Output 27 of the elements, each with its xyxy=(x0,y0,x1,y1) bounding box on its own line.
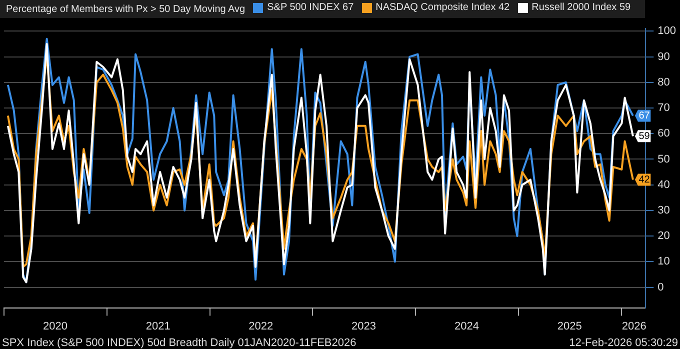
legend-label: Russell 2000 Index 59 xyxy=(532,2,631,14)
x-tick-label: 2021 xyxy=(146,320,170,332)
x-tick-label: 2024 xyxy=(454,320,480,332)
chart-title: Percentage of Members with Px > 50 Day Moving Avg xyxy=(6,4,246,14)
y-tick-label: 80 xyxy=(658,76,670,88)
x-tick-label: 2025 xyxy=(557,320,582,332)
y-tick-label: 70 xyxy=(658,102,670,114)
legend-label: S&P 500 INDEX 67 xyxy=(267,2,354,14)
y-tick-label: 100 xyxy=(658,25,676,38)
annotation: 67 xyxy=(638,110,650,122)
y-tick-label: 0 xyxy=(658,281,664,294)
text: SPX Index (S&P 500 INDEX) 50d Breadth Daily 01JAN2020-11FEB2026 xyxy=(2,337,356,349)
x-tick-label: 2022 xyxy=(248,320,274,332)
legend-label: NASDAQ Composite Index 42 xyxy=(376,2,510,14)
text: 12-Feb-2026 05:30:29 xyxy=(569,337,678,349)
y-tick-label: 60 xyxy=(658,128,670,140)
y-tick-label: 30 xyxy=(658,204,670,216)
y-tick-label: 40 xyxy=(658,178,670,191)
y-tick-label: 20 xyxy=(658,230,670,242)
x-tick-label: 2023 xyxy=(351,320,376,332)
x-tick-label: 2020 xyxy=(43,320,68,332)
x-tick-label: 2026 xyxy=(622,320,646,332)
y-tick-label: 90 xyxy=(658,50,670,63)
annotation: 59 xyxy=(638,130,650,142)
annotation: 42 xyxy=(638,174,650,186)
y-tick-label: 50 xyxy=(658,153,670,166)
y-tick-label: 10 xyxy=(658,256,670,268)
